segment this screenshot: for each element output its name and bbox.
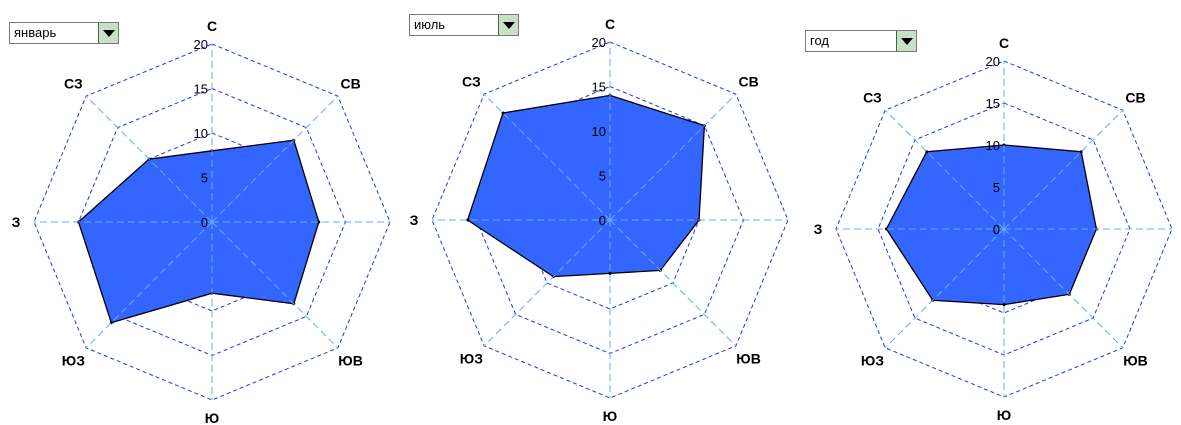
direction-label: ЮВ bbox=[1123, 353, 1148, 369]
tick-label: 5 bbox=[993, 180, 1000, 195]
tick-label: 5 bbox=[201, 171, 208, 186]
tick-label: 0 bbox=[599, 213, 606, 228]
tick-label: 15 bbox=[194, 82, 208, 97]
spoke-line bbox=[483, 219, 611, 347]
spoke-line bbox=[211, 95, 339, 223]
direction-label: Ю bbox=[205, 410, 219, 425]
direction-label: С bbox=[605, 16, 615, 32]
data-point-3 bbox=[317, 220, 321, 224]
direction-label: СВ bbox=[340, 75, 360, 91]
direction-label: СЗ bbox=[863, 89, 882, 105]
direction-label: ЮВ bbox=[338, 353, 363, 369]
spoke-line bbox=[884, 228, 1005, 349]
data-point-8 bbox=[501, 111, 505, 115]
direction-label: ЮВ bbox=[736, 351, 761, 367]
tick-label: 20 bbox=[194, 37, 208, 52]
direction-label: ЮЗ bbox=[62, 353, 85, 369]
data-polygon bbox=[466, 94, 706, 278]
radar-chart-year: 05101520ССВВЮВЮЮЗЗСЗ bbox=[814, 35, 1173, 423]
spoke-line bbox=[85, 95, 213, 223]
radar-panel-year: год 05101520ССВВЮВЮЮЗЗСЗ bbox=[800, 0, 1181, 425]
radar-chart-january: 05101520ССВВЮВЮЮЗЗСЗ bbox=[12, 18, 391, 425]
radar-panel-july: июль 05101520ССВВЮВЮЮЗЗСЗ bbox=[400, 0, 800, 425]
data-point-5 bbox=[608, 271, 612, 275]
direction-label: С bbox=[999, 35, 1009, 51]
direction-label: СВ bbox=[738, 73, 758, 89]
tick-label: 10 bbox=[986, 138, 1000, 153]
spoke-line bbox=[884, 109, 1005, 230]
tick-label: 10 bbox=[592, 124, 606, 139]
month-select-value: январь bbox=[14, 25, 57, 40]
data-polygon bbox=[77, 139, 320, 324]
period-select-year[interactable]: год bbox=[805, 30, 917, 52]
spoke-line bbox=[1003, 228, 1124, 349]
spoke-line bbox=[609, 219, 737, 347]
direction-label: ЮЗ bbox=[460, 351, 483, 367]
month-select-value: июль bbox=[414, 17, 446, 32]
period-select-value: год bbox=[810, 33, 829, 48]
tick-label: 15 bbox=[592, 80, 606, 95]
data-polygon bbox=[885, 144, 1098, 306]
dropdown-button[interactable] bbox=[98, 23, 118, 43]
dropdown-button[interactable] bbox=[498, 15, 518, 35]
direction-label: СВ bbox=[1125, 89, 1145, 105]
spoke-line bbox=[1003, 109, 1124, 230]
tick-label: 20 bbox=[986, 54, 1000, 69]
spoke-line bbox=[483, 93, 611, 221]
direction-label: З bbox=[12, 214, 21, 230]
direction-label: ЮЗ bbox=[861, 353, 884, 369]
month-select-january[interactable]: январь bbox=[9, 22, 119, 44]
tick-label: 0 bbox=[201, 215, 208, 230]
direction-label: Ю bbox=[603, 408, 617, 424]
radar-chart-july: 05101520ССВВЮВЮЮЗЗСЗ bbox=[410, 16, 789, 424]
tick-label: 20 bbox=[592, 35, 606, 50]
data-point-5 bbox=[1002, 303, 1006, 307]
month-select-july[interactable]: июль bbox=[409, 14, 519, 36]
tick-label: 15 bbox=[986, 96, 1000, 111]
chevron-down-icon bbox=[502, 21, 515, 29]
direction-label: С bbox=[207, 18, 217, 34]
data-point-7 bbox=[884, 227, 888, 231]
direction-label: СЗ bbox=[462, 73, 481, 89]
direction-label: Ю bbox=[997, 407, 1011, 423]
direction-label: З bbox=[410, 212, 419, 228]
dropdown-button[interactable] bbox=[896, 31, 916, 51]
tick-label: 0 bbox=[993, 222, 1000, 237]
spoke-line bbox=[609, 93, 737, 221]
data-point-7 bbox=[466, 218, 470, 222]
chevron-down-icon bbox=[900, 37, 913, 45]
chevron-down-icon bbox=[102, 29, 115, 37]
radar-panel-january: январь 05101520ССВВЮВЮЮЗЗСЗ bbox=[0, 0, 400, 425]
spoke-line bbox=[85, 221, 213, 349]
direction-label: СЗ bbox=[64, 75, 83, 91]
tick-label: 10 bbox=[194, 126, 208, 141]
spoke-line bbox=[211, 221, 339, 349]
direction-label: З bbox=[814, 221, 823, 237]
tick-label: 5 bbox=[599, 169, 606, 184]
